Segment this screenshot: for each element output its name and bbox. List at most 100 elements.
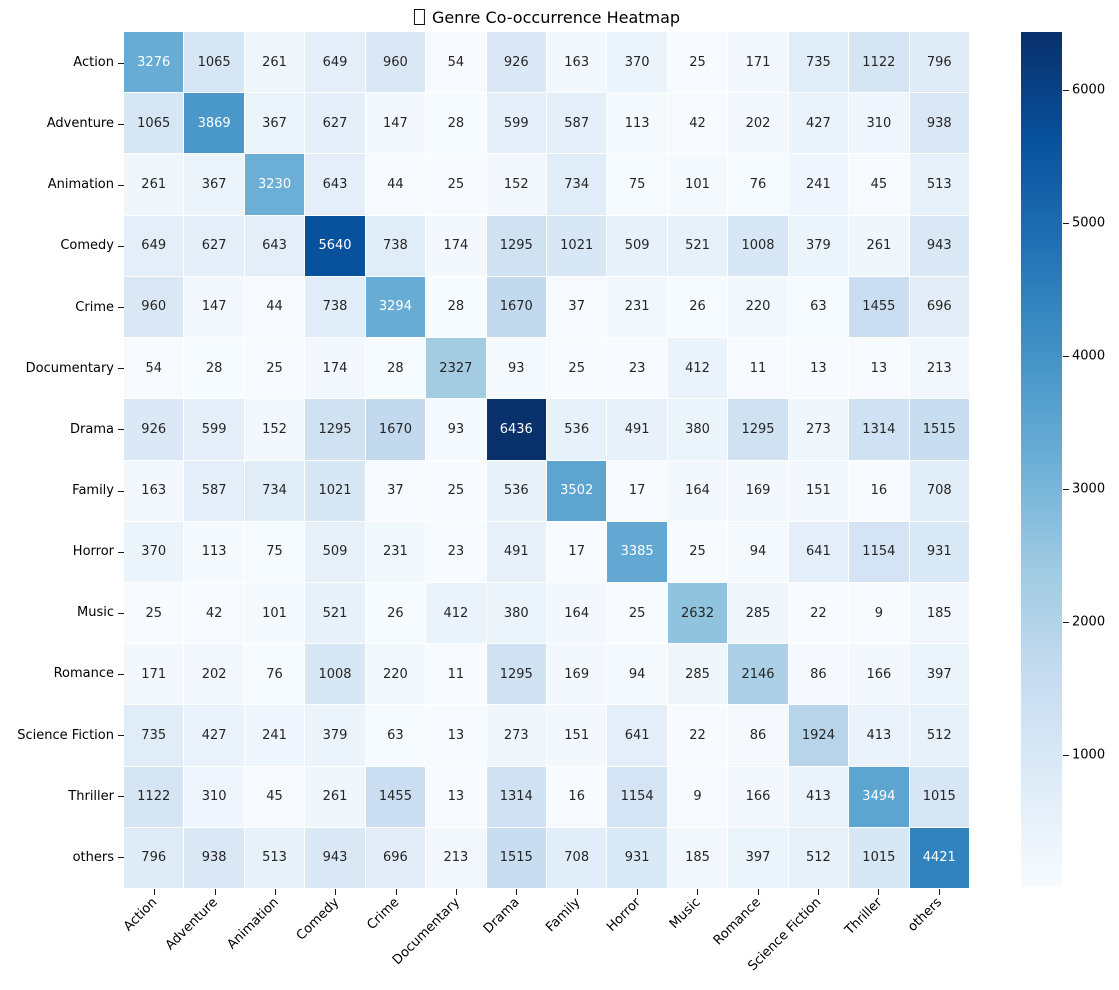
heatmap-cell: 28 bbox=[426, 93, 486, 154]
heatmap-cell: 54 bbox=[124, 338, 184, 399]
colorbar-tick-label: 5000 bbox=[1072, 215, 1106, 231]
heatmap-cell: 152 bbox=[486, 154, 546, 215]
heatmap-cell: 220 bbox=[365, 644, 426, 705]
heatmap-cell: 261 bbox=[124, 154, 184, 215]
x-tick-mark bbox=[878, 889, 880, 895]
heatmap-cell: 231 bbox=[607, 276, 667, 338]
heatmap-cell: 13 bbox=[849, 338, 909, 399]
colorbar-tick-label: 2000 bbox=[1072, 614, 1106, 630]
y-tick-mark bbox=[118, 62, 124, 64]
heatmap-cell: 25 bbox=[244, 338, 305, 399]
heatmap-cell: 11 bbox=[728, 338, 788, 399]
colorbar-tick-label: 6000 bbox=[1072, 82, 1106, 98]
heatmap-cell: 696 bbox=[909, 276, 969, 338]
heatmap-cell: 3385 bbox=[607, 521, 667, 582]
heatmap-cell: 171 bbox=[124, 644, 184, 705]
heatmap-cell: 202 bbox=[184, 644, 244, 705]
heatmap-cell: 938 bbox=[184, 827, 244, 888]
heatmap-cell: 93 bbox=[486, 338, 546, 399]
heatmap-cell: 380 bbox=[667, 399, 728, 460]
x-tick-label: Music bbox=[667, 895, 705, 932]
heatmap-cell: 3276 bbox=[124, 32, 184, 93]
y-tick-mark bbox=[118, 429, 124, 431]
heatmap-cell: 370 bbox=[124, 521, 184, 582]
x-tick-mark bbox=[818, 889, 820, 895]
heatmap-cell: 641 bbox=[607, 705, 667, 766]
heatmap-cell: 25 bbox=[426, 460, 486, 521]
heatmap-cell: 1122 bbox=[124, 766, 184, 827]
colorbar-tick-label: 1000 bbox=[1072, 747, 1106, 763]
heatmap-cell: 86 bbox=[728, 705, 788, 766]
y-tick-mark bbox=[118, 184, 124, 186]
heatmap-cell: 185 bbox=[909, 582, 969, 644]
colorbar-tick-mark bbox=[1063, 356, 1069, 358]
y-tick-label: Music bbox=[77, 605, 114, 621]
colorbar-tick-label: 4000 bbox=[1072, 348, 1106, 364]
heatmap-cell: 285 bbox=[728, 582, 788, 644]
heatmap-cell: 241 bbox=[788, 154, 849, 215]
heatmap-cell: 94 bbox=[728, 521, 788, 582]
y-tick-label: Action bbox=[73, 55, 114, 71]
y-tick-label: Animation bbox=[47, 177, 114, 193]
heatmap-cell: 23 bbox=[607, 338, 667, 399]
colorbar-tick-mark bbox=[1063, 489, 1069, 491]
heatmap-cell: 397 bbox=[728, 827, 788, 888]
heatmap-cell: 3294 bbox=[365, 276, 426, 338]
heatmap-cell: 163 bbox=[546, 32, 607, 93]
heatmap-cell: 25 bbox=[667, 32, 728, 93]
heatmap-cell: 521 bbox=[667, 215, 728, 276]
x-tick-label: others bbox=[905, 895, 946, 935]
y-tick-label: Romance bbox=[53, 666, 114, 682]
heatmap-cell: 3230 bbox=[244, 154, 305, 215]
heatmap-cell: 379 bbox=[788, 215, 849, 276]
heatmap-cell: 93 bbox=[426, 399, 486, 460]
heatmap-cell: 943 bbox=[909, 215, 969, 276]
heatmap-cell: 261 bbox=[305, 766, 365, 827]
heatmap-cell: 213 bbox=[426, 827, 486, 888]
x-tick-label: Romance bbox=[711, 895, 765, 949]
heatmap-cell: 1065 bbox=[184, 32, 244, 93]
heatmap-cell: 147 bbox=[184, 276, 244, 338]
heatmap-cell: 94 bbox=[607, 644, 667, 705]
heatmap-cell: 1455 bbox=[849, 276, 909, 338]
y-tick-mark bbox=[118, 246, 124, 247]
heatmap-cell: 86 bbox=[788, 644, 849, 705]
chart-title: Genre Co-occurrence Heatmap bbox=[413, 8, 680, 27]
heatmap-cell: 370 bbox=[607, 32, 667, 93]
heatmap-cell: 164 bbox=[546, 582, 607, 644]
colorbar-tick-label: 3000 bbox=[1072, 481, 1106, 497]
heatmap-cell: 796 bbox=[124, 827, 184, 888]
heatmap-cell: 1455 bbox=[365, 766, 426, 827]
x-tick-label: Drama bbox=[481, 895, 523, 937]
heatmap-cell: 310 bbox=[184, 766, 244, 827]
heatmap-cell: 926 bbox=[486, 32, 546, 93]
heatmap-cell: 738 bbox=[305, 276, 365, 338]
x-tick-mark bbox=[154, 889, 156, 895]
heatmap-cell: 171 bbox=[728, 32, 788, 93]
heatmap-cell: 643 bbox=[305, 154, 365, 215]
heatmap-cell: 9 bbox=[667, 766, 728, 827]
heatmap-cell: 213 bbox=[909, 338, 969, 399]
heatmap-cell: 536 bbox=[546, 399, 607, 460]
heatmap-cell: 1295 bbox=[486, 644, 546, 705]
heatmap-cell: 273 bbox=[788, 399, 849, 460]
heatmap-cell: 261 bbox=[849, 215, 909, 276]
heatmap-cell: 379 bbox=[305, 705, 365, 766]
heatmap-cell: 521 bbox=[305, 582, 365, 644]
heatmap-cell: 412 bbox=[667, 338, 728, 399]
heatmap-cell: 151 bbox=[788, 460, 849, 521]
heatmap-cell: 1670 bbox=[365, 399, 426, 460]
heatmap-cell: 509 bbox=[607, 215, 667, 276]
x-tick-mark bbox=[214, 889, 216, 895]
heatmap-cell: 13 bbox=[788, 338, 849, 399]
heatmap-cell: 3502 bbox=[546, 460, 607, 521]
heatmap-cell: 147 bbox=[365, 93, 426, 154]
y-tick-label: Science Fiction bbox=[17, 727, 114, 743]
heatmap-cell: 28 bbox=[365, 338, 426, 399]
y-tick-mark bbox=[118, 796, 124, 798]
heatmap-cell: 4421 bbox=[909, 827, 969, 888]
x-tick-mark bbox=[576, 889, 578, 895]
heatmap-cell: 413 bbox=[849, 705, 909, 766]
heatmap-cell: 734 bbox=[546, 154, 607, 215]
heatmap-cell: 380 bbox=[486, 582, 546, 644]
